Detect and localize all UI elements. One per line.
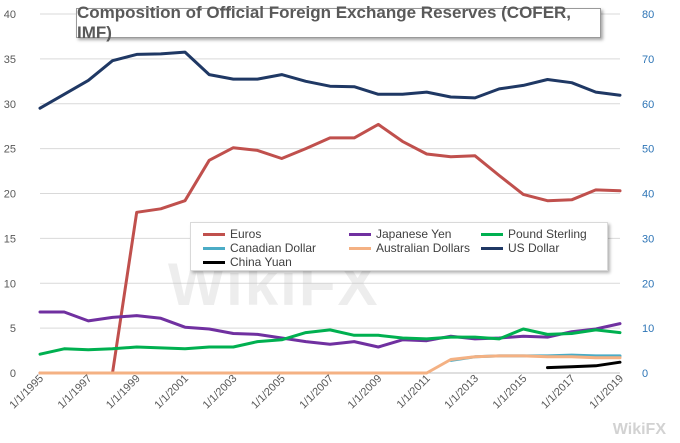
left-tick-label: 35: [4, 54, 16, 66]
x-axis-tick-labels: 1/1/1995 1/1/1997 1/1/1999 1/1/2001 1/1/2003…: [7, 373, 626, 412]
legend-swatch: [203, 246, 225, 250]
legend-label: Australian Dollars: [376, 241, 471, 255]
legend-item-china-yuan: China Yuan: [203, 255, 292, 269]
series-line-china-yuan: [546, 360, 622, 370]
left-axis-tick-labels: 0 5 10 15 20 25 30 35 40: [4, 9, 16, 380]
x-tick-label: 1/1/2013: [442, 373, 481, 412]
legend-item-us-dollar: US Dollar: [481, 241, 559, 255]
x-tick-label: 1/1/2001: [152, 373, 191, 412]
right-tick-label: 40: [642, 189, 654, 201]
x-tick-label: 1/1/2007: [297, 373, 336, 412]
series-lines: [38, 50, 622, 375]
series-line-euros: [38, 122, 622, 375]
gridlines: [40, 13, 620, 374]
left-tick-label: 0: [10, 368, 16, 380]
legend-label: Canadian Dollar: [230, 241, 317, 255]
legend-swatch: [481, 246, 503, 250]
right-tick-label: 10: [642, 323, 654, 335]
right-tick-label: 70: [642, 54, 654, 66]
left-tick-label: 40: [4, 9, 16, 21]
legend-swatch: [349, 232, 371, 236]
legend-item-japanese-yen: Japanese Yen: [349, 227, 451, 241]
x-tick-label: 1/1/2005: [249, 373, 288, 412]
right-tick-label: 0: [642, 368, 648, 380]
x-tick-label: 1/1/2003: [201, 373, 240, 412]
legend-label: Pound Sterling: [508, 227, 587, 241]
left-tick-label: 10: [4, 278, 16, 290]
right-tick-label: 60: [642, 99, 654, 111]
legend-swatch: [349, 246, 371, 250]
legend-label: US Dollar: [508, 241, 560, 255]
series-line-us-dollar: [38, 50, 622, 110]
legend: Euros Japanese Yen Pound Sterling Canadian …: [190, 222, 608, 271]
legend-label: Euros: [230, 227, 262, 241]
right-tick-label: 20: [642, 278, 654, 290]
x-tick-label: 1/1/2011: [395, 373, 433, 411]
corner-watermark: WikiFX: [612, 421, 666, 438]
left-tick-label: 5: [10, 323, 16, 335]
series-line-australian-dollars: [38, 354, 622, 375]
legend-item-canadian-dollar: Canadian Dollar: [203, 241, 316, 255]
x-tick-label: 1/1/2009: [346, 373, 385, 412]
x-tick-label: 1/1/2017: [539, 373, 578, 412]
legend-swatch: [481, 232, 503, 236]
series-line-japanese-yen: [38, 310, 622, 349]
left-tick-label: 20: [4, 189, 16, 201]
x-tick-label: 1/1/1999: [104, 373, 143, 412]
right-tick-label: 80: [642, 9, 654, 21]
x-tick-label: 1/1/2015: [491, 373, 530, 412]
legend-item-australian-dollars: Australian Dollars: [349, 241, 470, 255]
legend-label: Japanese Yen: [376, 227, 452, 241]
x-tick-label: 1/1/2019: [587, 373, 626, 412]
left-tick-label: 15: [4, 233, 16, 245]
legend-swatch: [203, 260, 225, 264]
right-tick-label: 50: [642, 144, 654, 156]
left-tick-label: 25: [4, 144, 16, 156]
right-axis-tick-labels: 0 10 20 30 40 50 60 70 80: [642, 9, 654, 380]
left-tick-label: 30: [4, 99, 16, 111]
legend-swatch: [203, 232, 225, 236]
legend-item-euros: Euros: [203, 227, 261, 241]
legend-label: China Yuan: [230, 255, 292, 269]
legend-item-pound-sterling: Pound Sterling: [481, 227, 587, 241]
chart-title-box: Composition of Official Foreign Exchange…: [76, 3, 601, 42]
right-tick-label: 30: [642, 233, 654, 245]
x-tick-label: 1/1/1997: [56, 373, 95, 412]
chart-title: Composition of Official Foreign Exchange…: [77, 3, 572, 42]
series-line-pound-sterling: [38, 327, 622, 356]
